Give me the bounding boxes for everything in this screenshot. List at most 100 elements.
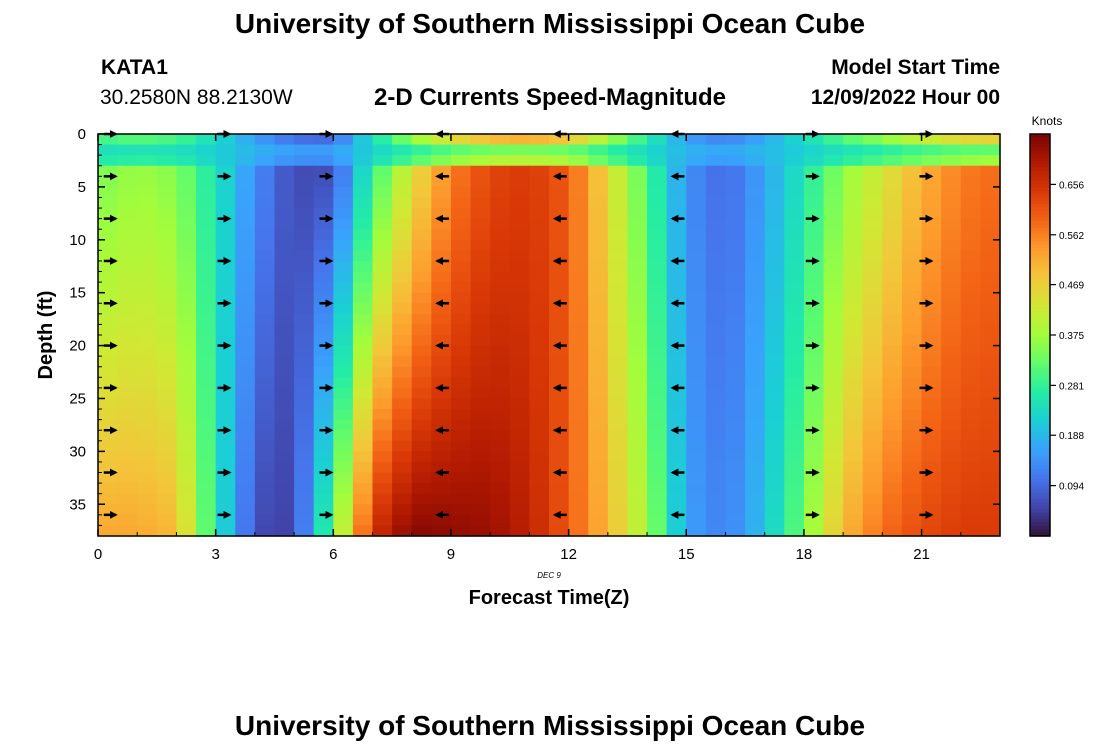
heatmap-cell (254, 324, 276, 336)
heatmap-cell (843, 419, 864, 431)
heatmap-cell (372, 186, 393, 199)
heatmap-cell (411, 377, 432, 389)
heatmap-cell (960, 472, 981, 484)
heatmap-cell (588, 282, 609, 294)
heatmap-cell (843, 525, 864, 537)
heatmap-cell (196, 313, 217, 326)
heatmap-cell (333, 260, 354, 273)
colorbar-swatch (1030, 241, 1050, 246)
heatmap-cell (843, 144, 864, 156)
heatmap-cell (98, 493, 119, 505)
heatmap-cell (686, 345, 707, 357)
heatmap-cell (549, 250, 570, 262)
heatmap-cell (666, 250, 687, 262)
heatmap-cell (235, 165, 256, 177)
heatmap-cell (352, 366, 374, 378)
colorbar-swatch (1030, 154, 1050, 159)
heatmap-cell (843, 134, 864, 146)
heatmap-cell (588, 271, 609, 283)
heatmap-cell (549, 292, 570, 304)
heatmap-cell (666, 525, 687, 537)
heatmap-cell (705, 186, 727, 199)
heatmap-cell (313, 165, 334, 177)
heatmap-cell (764, 260, 785, 273)
heatmap-cell (117, 303, 138, 315)
heatmap-cell (725, 493, 746, 505)
heatmap-cell (176, 271, 197, 283)
heatmap-cell (196, 176, 217, 188)
heatmap-cell (98, 134, 119, 146)
heatmap-cell (196, 356, 217, 368)
colorbar-swatch (1030, 224, 1050, 229)
heatmap-cell (450, 472, 472, 484)
heatmap-cell (843, 239, 864, 251)
heatmap-cell (843, 345, 864, 357)
heatmap-cell (803, 377, 825, 389)
heatmap-cell (235, 440, 256, 452)
heatmap-cell (117, 409, 138, 421)
heatmap-cell (764, 440, 785, 452)
heatmap-cell (313, 504, 334, 516)
heatmap-cell (862, 377, 883, 389)
heatmap-cell (392, 398, 413, 410)
heatmap-cell (137, 440, 158, 452)
heatmap-cell (627, 134, 648, 146)
heatmap-cell (823, 409, 844, 421)
heatmap-cell (431, 324, 452, 336)
heatmap-cell (117, 239, 138, 251)
heatmap-cell (372, 144, 393, 156)
colorbar-swatch (1030, 515, 1050, 520)
heatmap-cell (686, 282, 707, 294)
heatmap-cell (450, 398, 472, 410)
heatmap-cell (705, 282, 727, 294)
heatmap-cell (960, 250, 981, 262)
heatmap-cell (411, 155, 432, 167)
heatmap-cell (156, 419, 178, 431)
heatmap-cell (490, 440, 511, 452)
heatmap-cell (882, 229, 903, 241)
heatmap-cell (215, 461, 236, 474)
heatmap-cell (941, 409, 962, 421)
heatmap-cell (686, 165, 707, 177)
heatmap-cell (450, 239, 472, 251)
heatmap-cell (588, 208, 609, 220)
heatmap-cell (607, 324, 629, 336)
heatmap-cell (411, 514, 432, 527)
heatmap-cell (784, 430, 805, 442)
heatmap-cell (941, 186, 962, 199)
heatmap-cell (313, 451, 334, 463)
heatmap-cell (215, 208, 236, 220)
heatmap-cell (156, 313, 178, 326)
heatmap-cell (901, 165, 923, 177)
heatmap-cell (450, 197, 472, 209)
colorbar-swatch (1030, 204, 1050, 209)
heatmap-cell (901, 483, 923, 495)
heatmap-cell (666, 419, 687, 431)
heatmap-cell (254, 292, 276, 304)
heatmap-cell (803, 197, 825, 209)
heatmap-cell (509, 335, 530, 347)
heatmap-cell (294, 282, 315, 294)
heatmap-cell (450, 165, 472, 177)
heatmap-cell (627, 282, 648, 294)
heatmap-cell (745, 134, 766, 146)
heatmap-cell (274, 303, 295, 315)
heatmap-cell (823, 282, 844, 294)
colorbar-swatch (1030, 221, 1050, 226)
heatmap-cell (725, 197, 746, 209)
heatmap-cell (686, 303, 707, 315)
heatmap-cell (803, 208, 825, 220)
heatmap-cell (294, 176, 315, 188)
heatmap-cell (196, 250, 217, 262)
colorbar-swatch (1030, 284, 1050, 289)
heatmap-cell (450, 366, 472, 378)
heatmap-cell (137, 377, 158, 389)
heatmap-cell (235, 345, 256, 357)
heatmap-cell (313, 282, 334, 294)
heatmap-cell (725, 525, 746, 537)
heatmap-cell (627, 260, 648, 273)
colorbar-swatch (1030, 268, 1050, 272)
heatmap-cell (470, 218, 491, 230)
heatmap-cell (784, 303, 805, 315)
